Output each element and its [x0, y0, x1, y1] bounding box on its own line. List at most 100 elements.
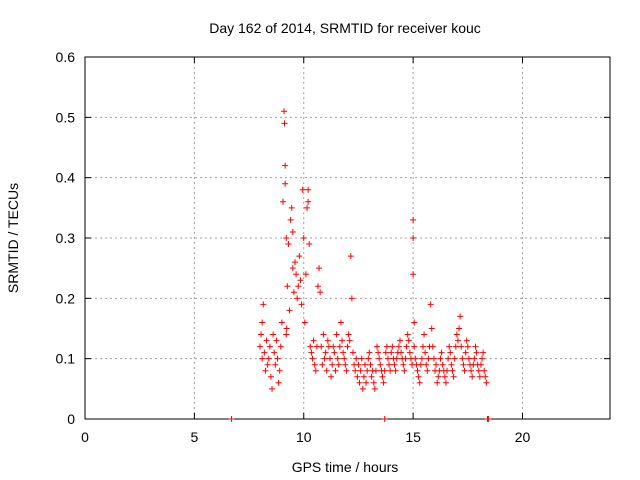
data-point	[465, 355, 472, 362]
data-point	[392, 367, 399, 374]
data-point	[412, 355, 419, 362]
data-point	[257, 343, 263, 350]
data-point	[328, 373, 335, 380]
data-point	[452, 343, 459, 350]
data-point	[310, 337, 317, 344]
data-point	[382, 349, 389, 356]
data-point	[445, 355, 452, 362]
data-point	[272, 361, 279, 368]
data-point	[288, 204, 295, 211]
data-point	[265, 355, 272, 362]
y-tick-label: 0	[67, 411, 75, 427]
data-point	[270, 331, 277, 338]
data-point	[449, 367, 456, 374]
data-point	[406, 349, 413, 356]
data-point	[282, 180, 289, 187]
data-point	[476, 373, 483, 380]
data-point	[404, 331, 411, 338]
data-point	[281, 120, 288, 127]
data-point	[374, 343, 381, 350]
data-point	[228, 416, 235, 422]
data-point	[446, 343, 453, 350]
data-point	[384, 355, 391, 362]
data-point	[267, 373, 274, 380]
data-point	[405, 337, 412, 344]
data-point	[381, 367, 388, 374]
data-point	[301, 319, 308, 326]
data-points	[229, 108, 492, 422]
data-point	[348, 295, 355, 302]
data-point	[423, 361, 430, 368]
data-point	[297, 277, 304, 284]
data-point	[461, 367, 468, 374]
data-point	[347, 253, 354, 260]
data-point	[468, 367, 475, 374]
data-point	[337, 319, 344, 326]
data-point	[285, 241, 292, 248]
data-point	[387, 367, 394, 374]
data-point	[377, 361, 384, 368]
data-point	[450, 373, 457, 380]
data-point	[321, 355, 328, 362]
data-point	[342, 361, 349, 368]
data-point	[464, 343, 471, 350]
x-axis-label: GPS time / hours	[292, 459, 399, 475]
data-point	[482, 373, 489, 380]
data-point	[421, 331, 428, 338]
data-point	[262, 367, 269, 374]
x-tick-label: 15	[405, 429, 421, 445]
y-tick-label: 0.3	[56, 230, 76, 246]
data-point	[327, 355, 333, 362]
data-point	[344, 343, 351, 350]
data-point	[319, 361, 326, 368]
data-point	[400, 361, 407, 368]
data-point	[352, 367, 359, 374]
data-point	[299, 186, 306, 193]
data-point	[278, 319, 285, 326]
data-point	[335, 361, 342, 368]
data-point	[375, 349, 382, 356]
data-point	[306, 241, 313, 248]
data-point	[332, 367, 339, 374]
data-point	[341, 355, 348, 362]
data-point	[365, 355, 372, 362]
data-point	[472, 343, 479, 350]
data-point	[364, 367, 371, 374]
data-point	[410, 235, 417, 241]
data-point	[261, 349, 268, 356]
data-point	[447, 349, 454, 356]
data-point	[469, 373, 476, 380]
data-point	[304, 204, 311, 211]
x-tick-label: 10	[296, 429, 312, 445]
data-point	[424, 367, 431, 374]
data-point	[414, 367, 421, 374]
data-point	[460, 361, 467, 368]
data-point	[428, 325, 435, 332]
data-point	[312, 367, 319, 374]
data-point	[307, 343, 314, 350]
data-point	[330, 343, 337, 350]
data-point	[402, 355, 409, 362]
data-point	[318, 343, 325, 350]
data-point	[380, 379, 387, 386]
y-tick-label: 0.6	[56, 49, 76, 65]
data-point	[286, 307, 293, 314]
data-point	[343, 367, 350, 374]
data-point	[357, 367, 364, 374]
data-point	[386, 361, 393, 368]
data-point	[305, 186, 312, 193]
data-point	[383, 343, 390, 350]
data-point	[277, 343, 284, 350]
data-point	[458, 343, 465, 350]
data-point	[329, 361, 336, 368]
data-point	[367, 361, 374, 368]
data-point	[289, 265, 296, 272]
data-point	[281, 108, 288, 115]
data-point	[311, 361, 318, 368]
data-point	[294, 295, 301, 302]
data-point	[437, 355, 444, 362]
data-point	[379, 373, 386, 380]
data-point	[448, 361, 455, 368]
data-point	[324, 337, 331, 344]
